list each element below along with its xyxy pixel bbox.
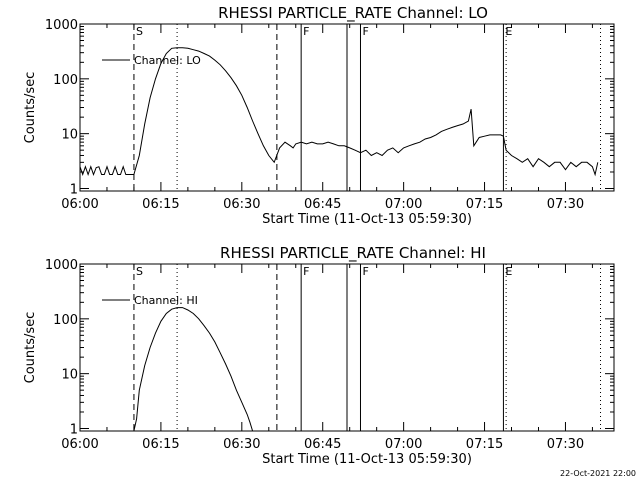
event-marker-label: F — [303, 265, 309, 278]
y-axis-label: Counts/sec — [23, 312, 38, 384]
x-tick-label: 07:30 — [547, 437, 584, 452]
y-tick-label: 1000 — [45, 258, 78, 273]
event-marker-label: F — [303, 25, 309, 38]
y-tick-label: 10 — [61, 128, 78, 143]
y-tick-label: 10 — [61, 368, 78, 383]
chart-title: RHESSI PARTICLE_RATE Channel: HI — [220, 244, 486, 263]
y-tick-label: 100 — [53, 313, 78, 328]
chart-title: RHESSI PARTICLE_RATE Channel: LO — [218, 4, 488, 23]
x-tick-label: 06:00 — [61, 437, 98, 452]
chart-panel-2: RHESSI PARTICLE_RATE Channel: HI 1 10 100 10… — [23, 244, 614, 467]
x-tick-label: 07:15 — [466, 197, 503, 212]
x-tick-label: 07:15 — [466, 437, 503, 452]
y-axis-label: Counts/sec — [23, 72, 38, 144]
x-tick-label: 06:30 — [223, 197, 260, 212]
x-tick-label: 06:30 — [223, 437, 260, 452]
x-axis-label: Start Time (11-Oct-13 05:59:30) — [262, 452, 472, 467]
x-axis-label: Start Time (11-Oct-13 05:59:30) — [262, 212, 472, 227]
event-marker-label: S — [136, 265, 143, 278]
generation-timestamp: 22-Oct-2021 22:00 — [560, 469, 636, 478]
x-tick-label: 06:15 — [142, 437, 179, 452]
x-tick-label: 06:45 — [304, 437, 341, 452]
x-tick-label: 07:00 — [385, 197, 422, 212]
event-marker-label: F — [362, 265, 368, 278]
y-tick-label: 100 — [53, 73, 78, 88]
event-marker-label: S — [136, 25, 143, 38]
x-tick-label: 06:45 — [304, 197, 341, 212]
x-tick-label: 07:00 — [385, 437, 422, 452]
y-tick-label: 1000 — [45, 18, 78, 33]
legend-label: Channel: LO — [134, 54, 201, 67]
chart-panel-1: RHESSI PARTICLE_RATE Channel: LO 1 10 100 10… — [23, 4, 614, 227]
x-tick-label: 06:15 — [142, 197, 179, 212]
event-marker-label: F — [362, 25, 368, 38]
series-line — [134, 308, 253, 431]
x-tick-label: 06:00 — [61, 197, 98, 212]
legend-label: Channel: HI — [134, 294, 198, 307]
y-tick-label: 1 — [70, 422, 78, 437]
y-tick-label: 1 — [70, 182, 78, 197]
x-tick-label: 07:30 — [547, 197, 584, 212]
